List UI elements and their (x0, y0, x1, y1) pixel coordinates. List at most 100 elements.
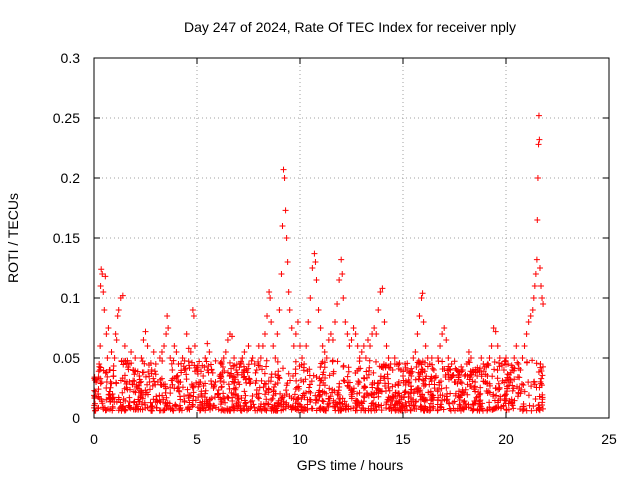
data-point (375, 307, 382, 313)
data-point (507, 379, 514, 385)
data-point (253, 386, 260, 393)
data-point (470, 406, 477, 413)
data-point (214, 391, 221, 397)
data-point (336, 384, 343, 391)
data-point (294, 319, 301, 325)
data-point (259, 366, 266, 373)
data-point (139, 369, 146, 376)
data-point (426, 361, 433, 367)
data-point (200, 382, 207, 389)
data-point (125, 366, 132, 373)
data-point (345, 383, 352, 390)
data-point (521, 343, 528, 349)
data-point (257, 406, 264, 413)
data-point (495, 360, 502, 367)
data-point (300, 367, 307, 374)
data-point (315, 307, 322, 313)
data-point (488, 343, 495, 349)
data-point (292, 331, 299, 337)
data-point (285, 402, 292, 409)
data-point (128, 349, 135, 355)
data-point (428, 375, 435, 382)
data-point (369, 381, 376, 388)
data-point (420, 380, 427, 387)
data-point (354, 343, 361, 349)
data-point (293, 377, 300, 384)
data-point (194, 367, 200, 373)
data-point (181, 367, 188, 373)
data-point (415, 375, 422, 382)
data-point (234, 401, 241, 408)
data-point (434, 406, 441, 413)
data-point (382, 361, 389, 368)
data-point (238, 395, 245, 402)
data-point (166, 400, 173, 407)
x-axis-ticks: 0 5 10 15 20 25 (90, 58, 617, 447)
data-point (233, 367, 240, 373)
data-point (194, 370, 201, 377)
data-point (115, 407, 122, 414)
data-point (253, 367, 260, 373)
data-point (100, 367, 107, 374)
data-point (447, 405, 454, 412)
data-point (363, 368, 370, 375)
data-point (190, 313, 197, 319)
data-point (534, 175, 541, 181)
data-point (379, 285, 386, 292)
data-point (344, 382, 351, 389)
data-point (340, 377, 347, 384)
data-point (538, 380, 545, 387)
data-point (294, 403, 301, 410)
data-point (177, 379, 184, 385)
data-point (362, 355, 369, 361)
data-point (423, 373, 430, 380)
data-point (390, 394, 397, 401)
data-point (509, 364, 516, 371)
data-point (484, 373, 491, 379)
data-point (503, 406, 510, 413)
data-point (238, 359, 245, 366)
data-point (171, 343, 178, 349)
data-point (383, 343, 390, 349)
data-point (397, 367, 404, 373)
data-point (533, 360, 540, 367)
data-point (272, 371, 279, 378)
data-point (339, 395, 346, 402)
data-point (321, 382, 328, 389)
data-point (428, 355, 435, 361)
data-point (348, 387, 355, 394)
data-point (493, 405, 500, 412)
data-point (513, 343, 520, 349)
data-point (175, 387, 182, 394)
data-point (414, 331, 421, 337)
data-point (296, 363, 303, 370)
data-point (334, 389, 341, 396)
data-point (265, 377, 272, 384)
data-point (496, 355, 503, 361)
data-point (445, 371, 452, 378)
data-point (329, 337, 336, 343)
y-axis-label: ROTI / TECUs (5, 193, 21, 283)
data-point (97, 283, 104, 289)
data-point (229, 394, 236, 401)
data-point (503, 355, 509, 361)
data-point (186, 406, 193, 413)
data-point (444, 367, 451, 374)
data-point (132, 406, 139, 413)
data-point (418, 403, 425, 410)
data-point (115, 307, 122, 313)
data-point (138, 378, 145, 385)
data-point (173, 349, 180, 355)
data-point (267, 295, 274, 301)
data-point (501, 379, 508, 386)
data-point (441, 325, 448, 331)
data-point (146, 386, 153, 393)
data-point (224, 407, 231, 414)
data-point (535, 141, 542, 148)
data-point (317, 377, 324, 384)
data-point (491, 366, 498, 373)
data-point (370, 400, 377, 407)
data-point (534, 217, 541, 223)
data-point (465, 349, 472, 355)
data-point (134, 385, 141, 391)
